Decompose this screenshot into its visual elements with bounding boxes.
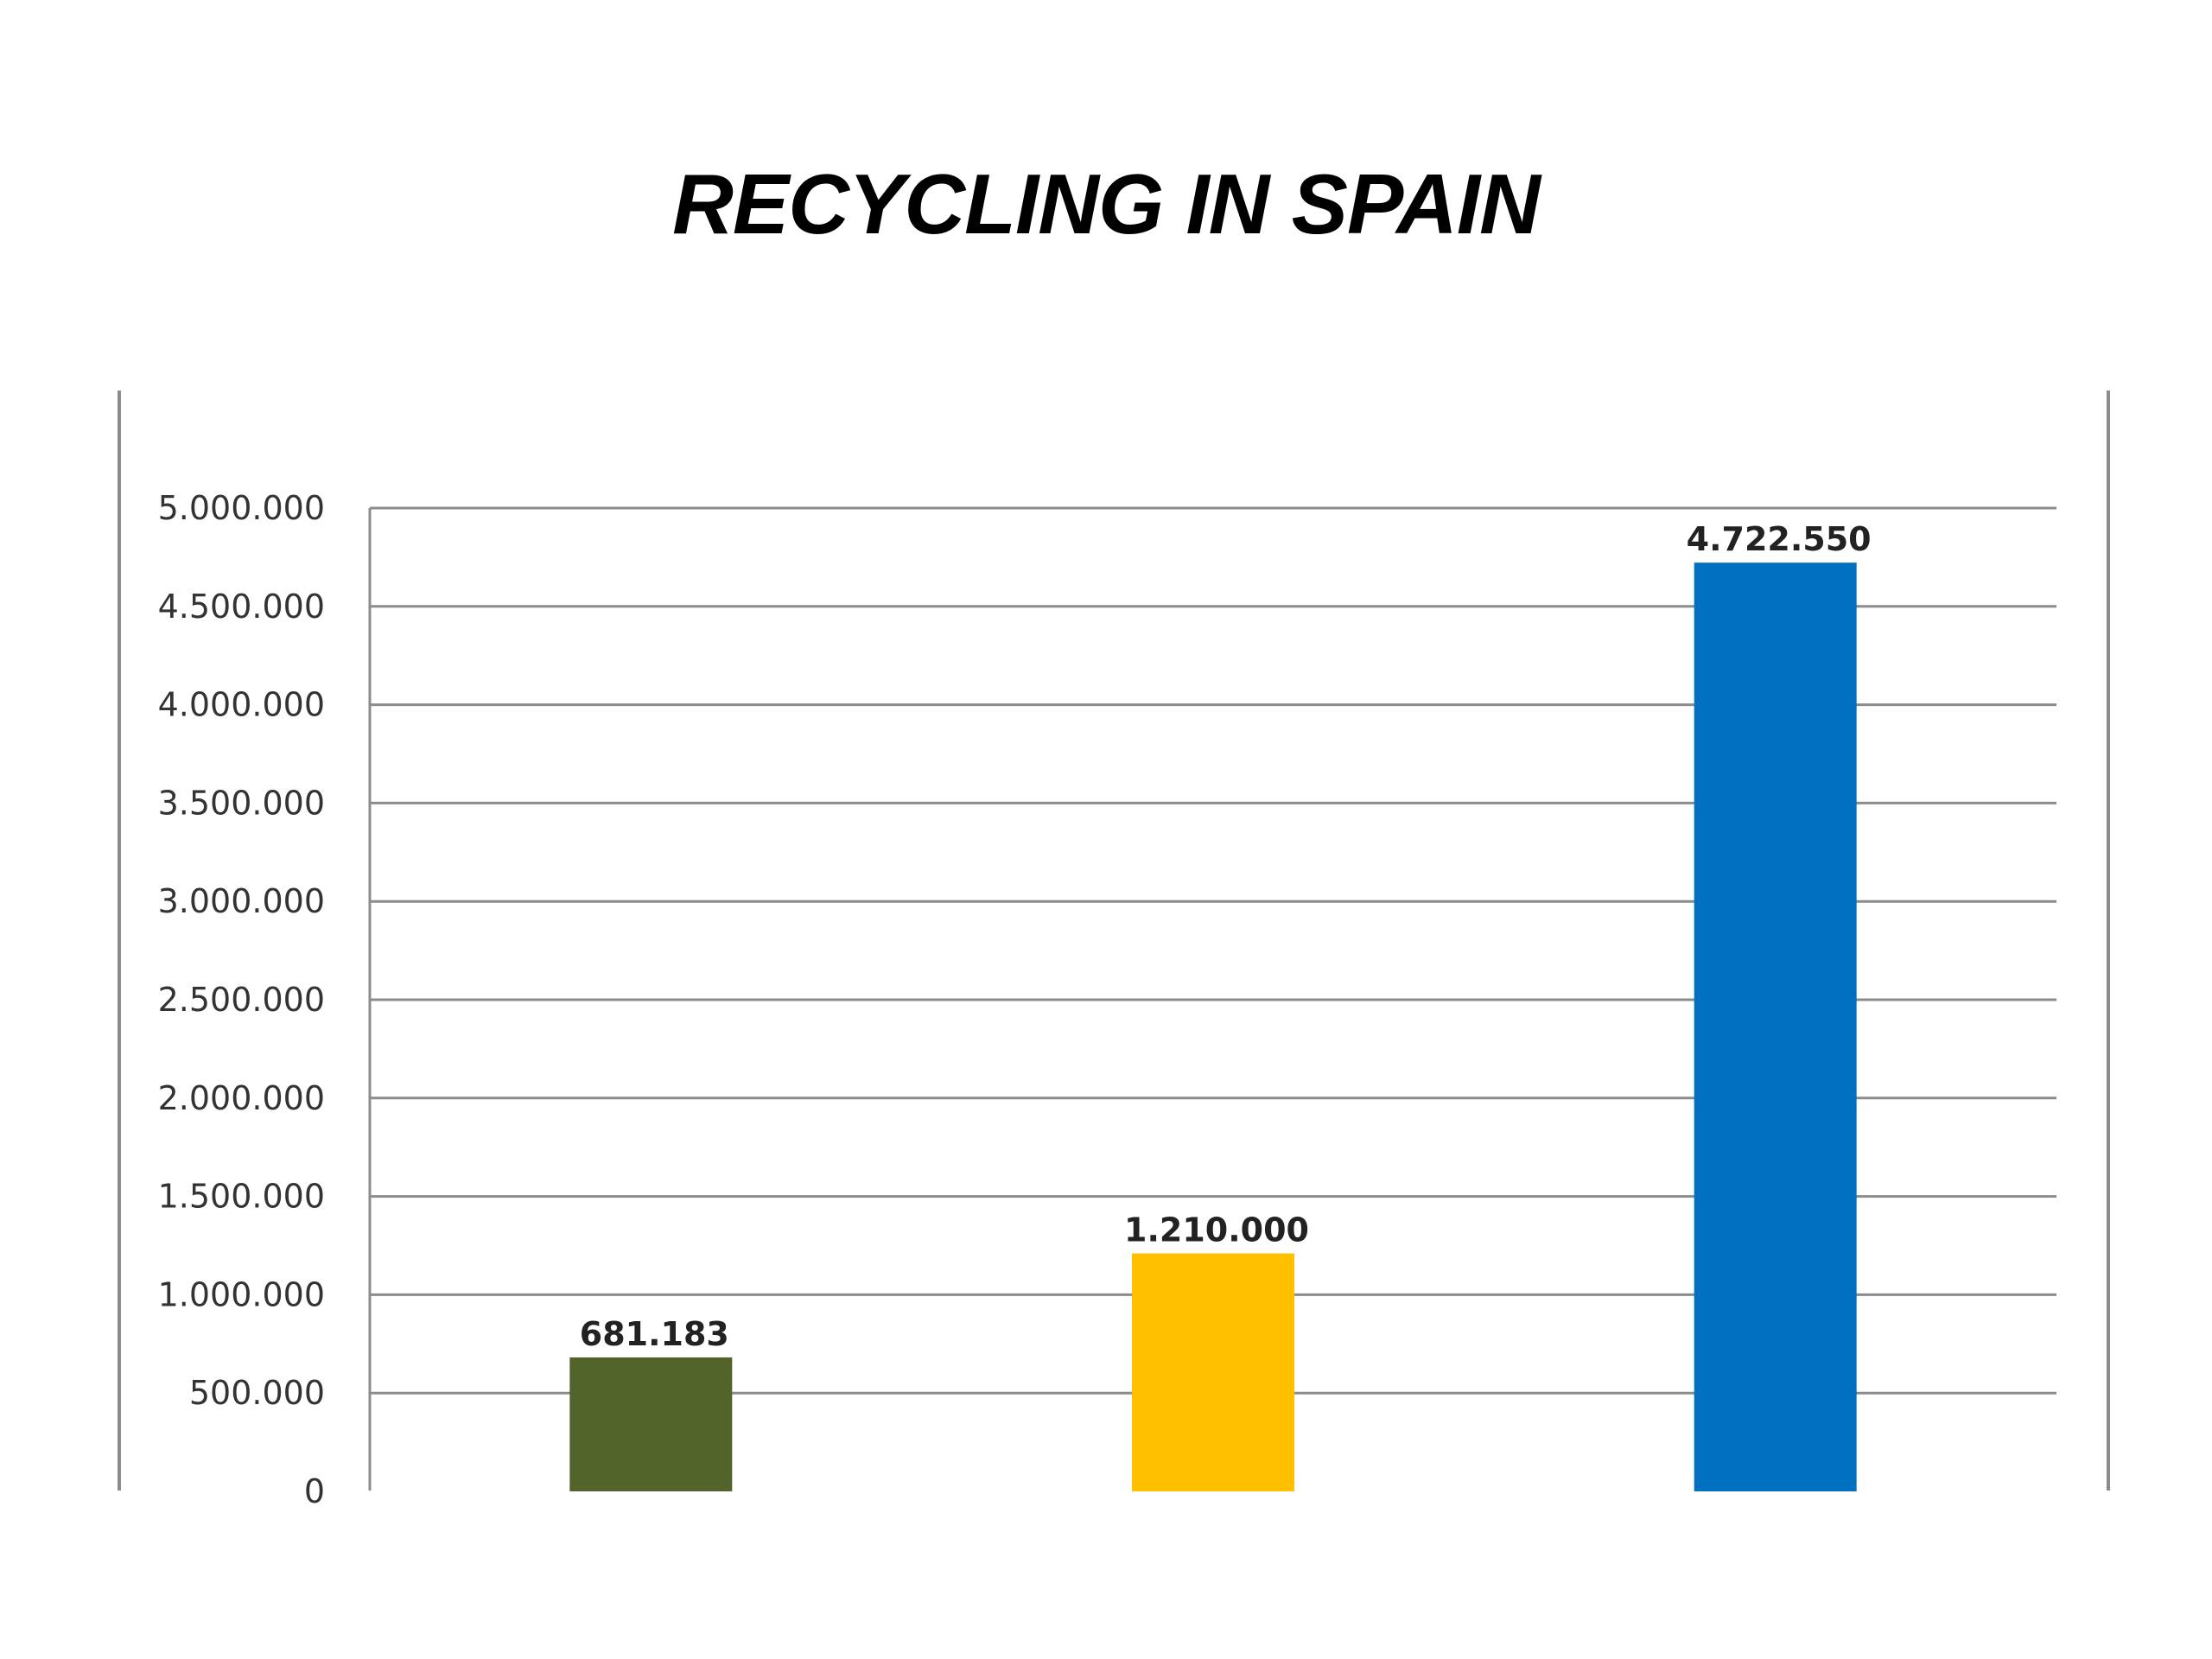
y-tick-label: 3.500.000 xyxy=(158,784,325,822)
chart-title: RECYCLING IN SPAIN xyxy=(672,156,1541,251)
y-tick-label: 500.000 xyxy=(189,1374,325,1412)
data-labels: 681.183 1.210.000 4.722.550 xyxy=(580,520,1872,1353)
y-tick-label: 3.000.000 xyxy=(158,882,325,920)
bars xyxy=(569,563,1857,1491)
bar xyxy=(1694,563,1857,1491)
y-tick-label: 1.500.000 xyxy=(158,1178,325,1216)
y-tick-label: 0 xyxy=(304,1472,325,1510)
data-label: 4.722.550 xyxy=(1687,520,1872,558)
y-tick-label: 2.000.000 xyxy=(158,1079,325,1117)
y-tick-label: 4.500.000 xyxy=(158,588,325,626)
y-tick-label: 1.000.000 xyxy=(158,1275,325,1313)
bar xyxy=(1132,1253,1294,1491)
y-axis-ticks: 0 500.000 1.000.000 1.500.000 2.000.000 2.500… xyxy=(158,489,325,1510)
y-tick-label: 4.000.000 xyxy=(158,686,325,724)
bar xyxy=(569,1357,733,1491)
data-label: 1.210.000 xyxy=(1124,1211,1309,1249)
y-tick-label: 2.500.000 xyxy=(158,981,325,1019)
data-label: 681.183 xyxy=(580,1315,729,1353)
y-tick-label: 5.000.000 xyxy=(158,489,325,527)
